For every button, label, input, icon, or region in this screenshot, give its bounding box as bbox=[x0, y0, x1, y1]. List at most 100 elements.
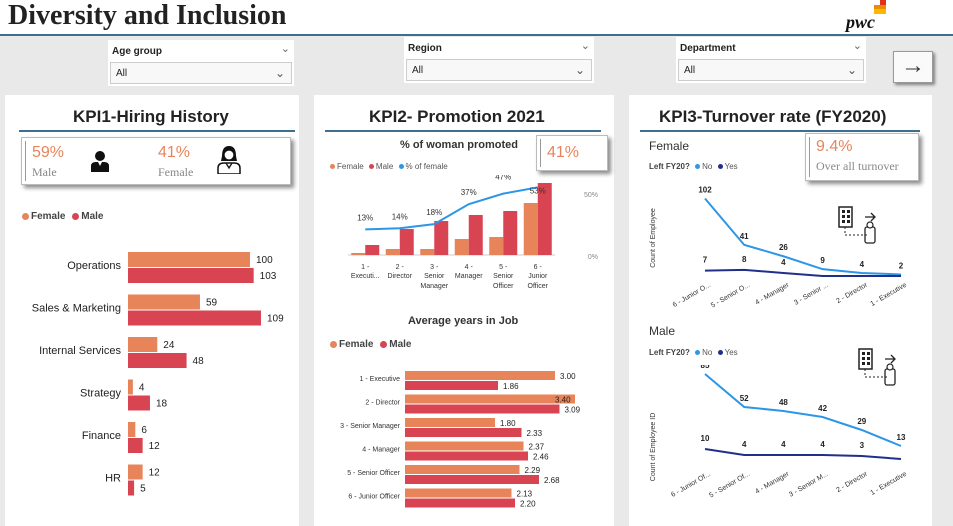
bar-female bbox=[128, 464, 143, 480]
y2-tick-label: 0% bbox=[588, 254, 598, 261]
category-label: HR bbox=[105, 473, 121, 485]
kpi2-card: 41% bbox=[536, 135, 608, 171]
point-label: 102 bbox=[698, 185, 712, 194]
bar-value-label: 12 bbox=[149, 441, 161, 452]
turnover-card: 9.4% Over all turnover bbox=[805, 133, 919, 181]
kpi3-panel: KPI3-Turnover rate (FY2020) Female Left … bbox=[629, 95, 932, 526]
pct-label: 53% bbox=[530, 186, 546, 195]
filter-department[interactable]: Department ⌄ All ⌄ bbox=[676, 37, 866, 83]
pct-female-line bbox=[365, 186, 538, 231]
bar-male bbox=[128, 438, 143, 453]
bar-male bbox=[128, 268, 254, 283]
legend-yes: Yes bbox=[724, 348, 738, 357]
category-label: 1 - Executive bbox=[869, 282, 908, 308]
bar-value-label: 4 bbox=[139, 383, 145, 394]
bar-female bbox=[128, 379, 133, 395]
bar-male bbox=[405, 381, 498, 390]
arrow-right-icon: → bbox=[901, 52, 925, 79]
bar-male bbox=[503, 211, 518, 255]
chevron-down-icon[interactable]: ⌄ bbox=[852, 40, 862, 52]
bar-value-label: 59 bbox=[206, 298, 218, 309]
category-label: 5 - Senior Of... bbox=[708, 471, 751, 500]
pct-label: 18% bbox=[426, 208, 442, 217]
promotion-chart: 50% 0% 1 - Executi... 2 - Director 3 - Senior Ma… bbox=[348, 175, 598, 290]
point-label: 8 bbox=[742, 255, 747, 264]
chevron-down-icon[interactable]: ⌄ bbox=[274, 66, 285, 80]
bar-value-label: 1.80 bbox=[500, 419, 516, 428]
category-label: 1 - Executive bbox=[869, 471, 908, 497]
category-label: 2 - Director bbox=[365, 400, 400, 407]
chevron-down-icon[interactable]: ⌄ bbox=[846, 63, 857, 77]
point-label: 13 bbox=[897, 433, 906, 442]
bar-male bbox=[405, 498, 515, 508]
legend-dot-female bbox=[330, 340, 337, 348]
category-label: Finance bbox=[82, 430, 121, 442]
chevron-down-icon[interactable]: ⌄ bbox=[574, 63, 585, 77]
page-title: Diversity and Inclusion bbox=[8, 0, 287, 31]
line-yes bbox=[704, 268, 901, 277]
line-no bbox=[704, 373, 902, 447]
filter-age-group-select[interactable]: All ⌄ bbox=[110, 62, 292, 84]
next-page-button[interactable]: → bbox=[893, 51, 933, 83]
category-label-num: 5 - bbox=[499, 264, 508, 271]
bar-female bbox=[454, 239, 469, 255]
bar-value-label: 1.86 bbox=[503, 382, 519, 391]
bar-male bbox=[434, 221, 449, 255]
category-label: 5 - Senior O... bbox=[710, 282, 751, 310]
kpi1-legend: Female Male bbox=[22, 211, 103, 222]
bar-value-label: 2.37 bbox=[529, 443, 545, 452]
kpi3-title-underline bbox=[640, 130, 920, 132]
category-label: Senior bbox=[493, 273, 514, 280]
legend-dot-no bbox=[695, 164, 701, 170]
category-label: Director bbox=[387, 273, 412, 280]
filter-region-value: All bbox=[412, 65, 424, 76]
bar-value-label: 2.29 bbox=[525, 466, 541, 475]
filter-region[interactable]: Region ⌄ All ⌄ bbox=[404, 37, 594, 83]
point-label: 29 bbox=[857, 417, 866, 426]
line-no bbox=[704, 197, 902, 276]
bar-male bbox=[399, 229, 414, 255]
legend-female: Female bbox=[337, 162, 364, 171]
filter-department-value: All bbox=[684, 65, 696, 76]
category-label: 3 - Senior Manager bbox=[340, 423, 401, 430]
female-pct: 41% bbox=[158, 144, 191, 161]
category-label: Executi... bbox=[351, 273, 380, 280]
bar-value-label: 2.33 bbox=[527, 429, 543, 438]
bar-male bbox=[405, 451, 528, 461]
bar-male bbox=[468, 215, 483, 255]
pct-label: 37% bbox=[461, 188, 477, 197]
point-label: 7 bbox=[703, 256, 708, 265]
chevron-down-icon[interactable]: ⌄ bbox=[580, 40, 590, 52]
category-label: Senior bbox=[424, 273, 445, 280]
bar-female bbox=[489, 237, 504, 255]
line-yes bbox=[704, 448, 902, 460]
bar-female bbox=[523, 203, 538, 255]
point-label: 48 bbox=[779, 398, 788, 407]
point-label: 41 bbox=[740, 232, 749, 241]
point-label: 4 bbox=[742, 440, 747, 449]
legend-female: Female bbox=[31, 211, 66, 222]
bar-value-label: 12 bbox=[149, 468, 161, 479]
category-label: 2 - Director bbox=[835, 470, 869, 494]
legend-title: Left FY20? bbox=[649, 348, 690, 357]
bar-male bbox=[537, 183, 552, 255]
category-label: 4 - Manager bbox=[754, 470, 791, 495]
category-label: Manager bbox=[420, 283, 448, 290]
filter-department-select[interactable]: All ⌄ bbox=[678, 59, 864, 81]
category-label: 1 - Executive bbox=[360, 376, 401, 383]
bar-female bbox=[405, 441, 524, 451]
office-exit-icon bbox=[838, 206, 876, 244]
chevron-down-icon[interactable]: ⌄ bbox=[280, 43, 290, 55]
male-user-icon bbox=[91, 151, 109, 172]
legend-female: Female bbox=[339, 339, 374, 350]
bar-value-label: 3.40 bbox=[555, 396, 571, 405]
bar-value-label: 48 bbox=[193, 356, 205, 367]
bar-male bbox=[128, 480, 135, 496]
bar-female bbox=[405, 488, 512, 498]
filter-region-select[interactable]: All ⌄ bbox=[406, 59, 592, 81]
legend-dot-male bbox=[380, 340, 388, 348]
filter-age-group[interactable]: Age group ⌄ All ⌄ bbox=[108, 40, 294, 86]
card-divider bbox=[25, 141, 26, 181]
bar-value-label: 103 bbox=[260, 271, 277, 282]
bar-male bbox=[128, 310, 261, 326]
